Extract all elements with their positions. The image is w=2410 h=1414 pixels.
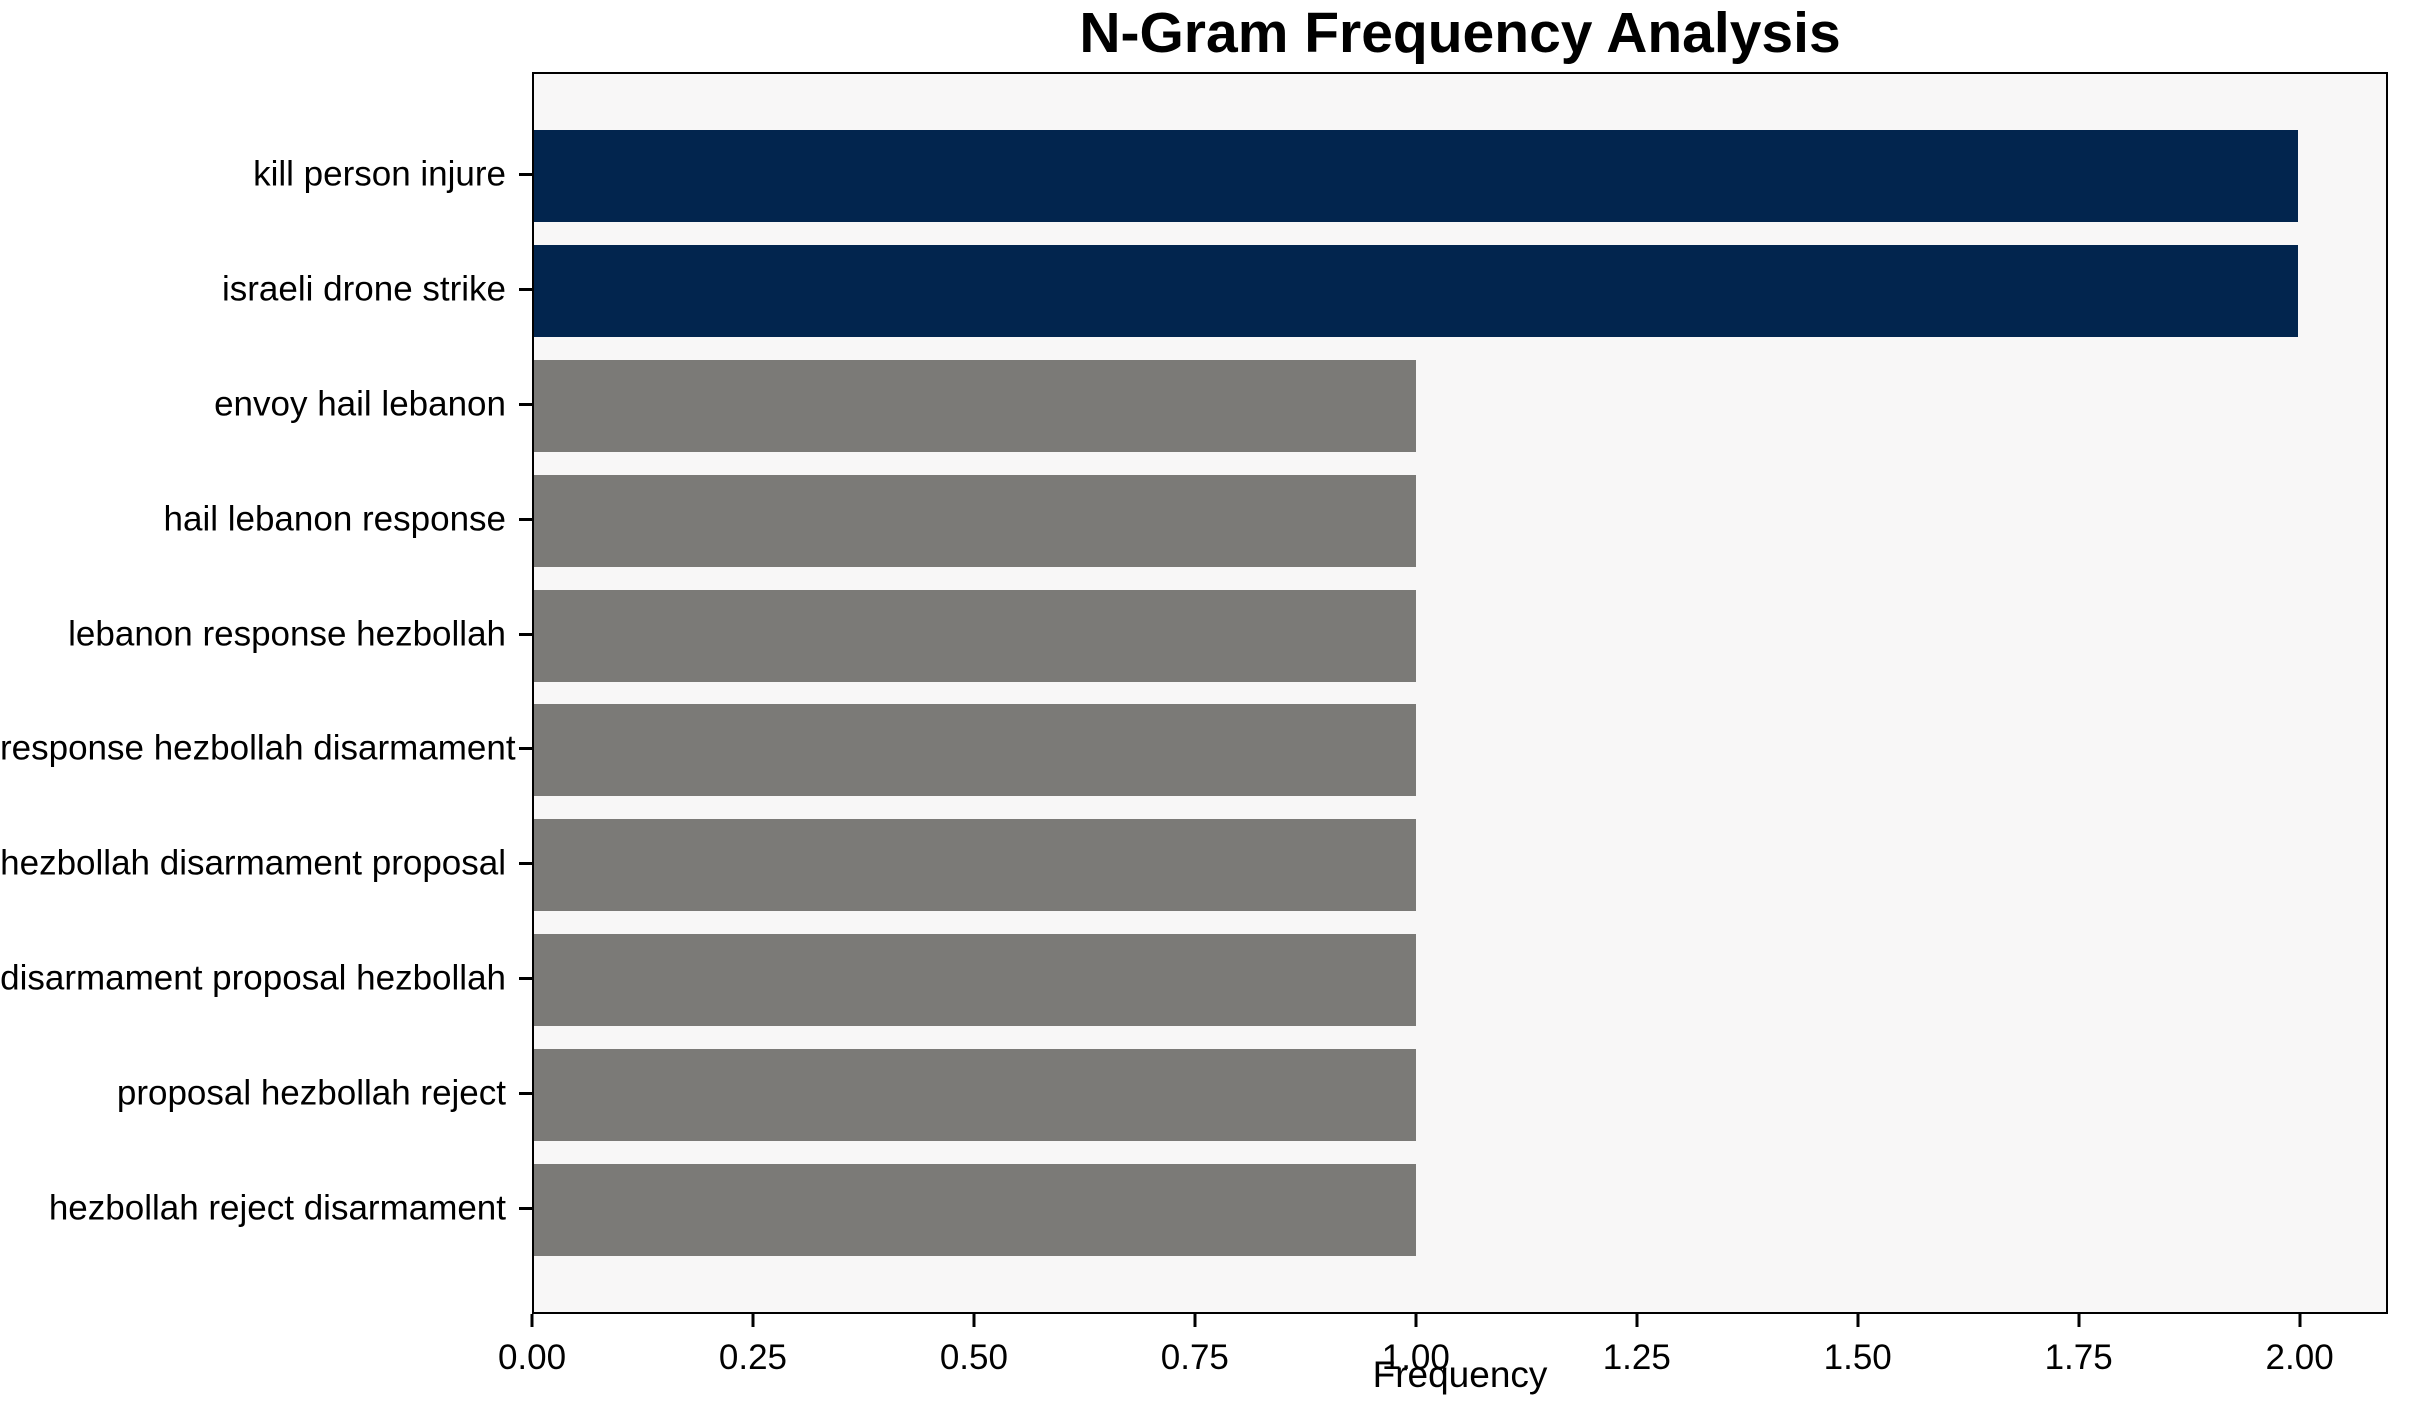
x-tick-label: 1.00	[1381, 1338, 1450, 1377]
x-tick	[972, 1314, 976, 1327]
y-tick-label: response hezbollah disarmament	[0, 728, 516, 768]
plot-area	[532, 72, 2388, 1314]
x-tick-label: 0.00	[497, 1338, 567, 1377]
y-tick-label: disarmament proposal hezbollah	[0, 958, 506, 998]
x-tick-label: 0.75	[1160, 1338, 1229, 1377]
y-tick	[519, 288, 532, 292]
bar	[534, 819, 1416, 912]
x-tick-label: 0.25	[718, 1338, 787, 1377]
x-tick	[1856, 1314, 1860, 1327]
y-tick	[519, 747, 532, 751]
x-tick	[1414, 1314, 1418, 1327]
y-tick	[519, 1091, 532, 1095]
x-axis-title: Frequency	[1372, 1354, 1548, 1395]
y-tick	[519, 1206, 532, 1210]
bar	[534, 589, 1416, 682]
y-tick	[519, 632, 532, 636]
bar	[534, 1163, 1416, 1256]
y-tick	[519, 977, 532, 981]
x-tick	[1193, 1314, 1197, 1327]
y-tick	[519, 173, 532, 177]
y-tick-label: israeli drone strike	[222, 269, 506, 309]
bar	[534, 130, 2298, 223]
y-tick-label: hail lebanon response	[163, 499, 506, 539]
x-tick	[751, 1314, 755, 1327]
x-axis: 0.00 0.25 0.50 0.75 1.00 1.25 1.50 1.75 2.00	[498, 1314, 2388, 1414]
y-axis-labels: kill person injure israeli drone strike en…	[0, 72, 532, 1314]
bar	[534, 359, 1416, 452]
bar	[534, 1049, 1416, 1141]
x-tick-label: 1.75	[2044, 1338, 2113, 1377]
x-tick	[2077, 1314, 2081, 1327]
chart-title: N-Gram Frequency Analysis	[1079, 1, 1841, 65]
x-tick-label: 1.25	[1602, 1338, 1671, 1377]
x-tick	[2298, 1314, 2302, 1327]
x-tick	[1635, 1314, 1639, 1327]
bar	[534, 474, 1416, 567]
y-tick-label: lebanon response hezbollah	[68, 614, 506, 654]
x-tick-label: 0.50	[939, 1338, 1008, 1377]
y-tick	[519, 402, 532, 406]
y-tick-label: envoy hail lebanon	[214, 384, 506, 424]
bar	[534, 245, 2298, 337]
y-tick	[519, 862, 532, 866]
bar	[534, 934, 1416, 1027]
y-tick	[519, 517, 532, 521]
x-tick-label: 2.00	[2265, 1338, 2334, 1377]
y-tick-label: kill person injure	[253, 154, 506, 194]
x-tick-label: 1.50	[1823, 1338, 1892, 1377]
y-tick-label: hezbollah reject disarmament	[48, 1188, 506, 1228]
x-tick	[530, 1314, 534, 1327]
y-tick-label: hezbollah disarmament proposal	[0, 843, 506, 883]
y-tick-label: proposal hezbollah reject	[116, 1073, 506, 1113]
bar	[534, 704, 1416, 797]
